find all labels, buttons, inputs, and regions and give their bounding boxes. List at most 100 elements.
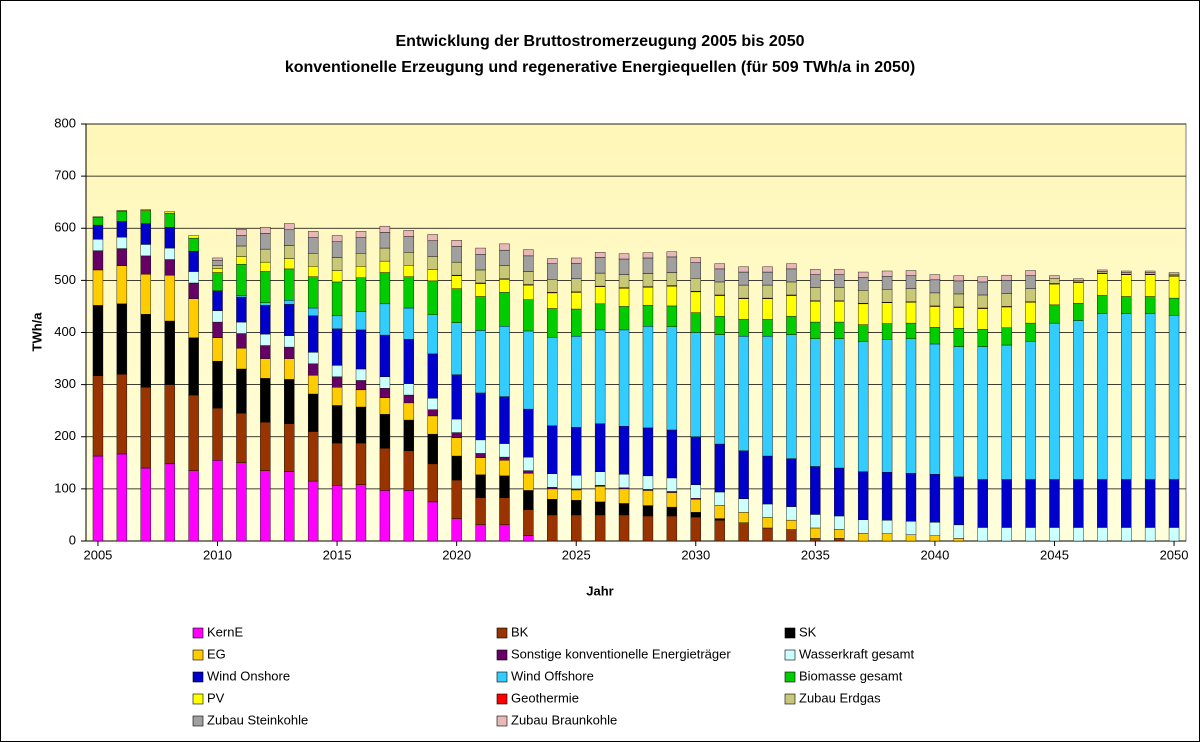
y-tick-label: 500 — [54, 272, 76, 287]
bar-segment — [762, 271, 773, 286]
bar-segment — [714, 281, 725, 296]
bar-segment — [834, 269, 845, 275]
bar-segment — [762, 335, 773, 457]
bar-segment — [523, 490, 534, 510]
bar-segment — [260, 261, 271, 272]
bar-segment — [953, 280, 965, 295]
bar-segment — [1097, 271, 1108, 274]
bar-segment — [523, 408, 534, 458]
bar-segment — [834, 287, 845, 301]
legend-swatch — [784, 627, 796, 639]
bar-segment — [1001, 479, 1012, 528]
bar-segment — [690, 332, 701, 437]
bar-segment — [379, 232, 391, 249]
bar-segment — [523, 330, 534, 410]
bar-segment — [690, 516, 701, 542]
x-tick-label: 2010 — [203, 547, 232, 562]
bar-segment — [284, 335, 295, 348]
bar-segment — [810, 466, 821, 515]
bar-segment — [499, 292, 510, 327]
bar-segment — [857, 471, 869, 520]
bar-segment — [666, 285, 678, 307]
bar-segment — [1049, 275, 1060, 279]
bar-segment — [331, 442, 343, 486]
bar-segment — [307, 266, 319, 277]
bar-segment — [1168, 527, 1180, 542]
bar-segment — [1168, 479, 1180, 528]
bar-segment — [355, 389, 367, 408]
bar-segment — [403, 236, 415, 253]
bar-segment — [1097, 527, 1108, 542]
bar-segment — [427, 269, 438, 282]
bar-segment — [379, 397, 391, 415]
bar-segment — [284, 229, 295, 246]
bar-segment — [1049, 304, 1060, 324]
bar-segment — [307, 315, 319, 353]
bar-segment — [355, 484, 367, 542]
bar-segment — [212, 337, 223, 362]
bar-segment — [762, 298, 773, 320]
bar-segment — [642, 427, 654, 477]
bar-segment — [92, 305, 104, 376]
bar-segment — [1168, 297, 1180, 316]
bar-segment — [834, 301, 845, 323]
bar-segment — [571, 292, 582, 310]
bar-segment — [403, 339, 415, 384]
bar-segment — [834, 538, 845, 542]
bar-segment — [1144, 479, 1156, 528]
bar-segment — [1121, 479, 1132, 528]
bar-segment — [786, 263, 797, 270]
legend-label: Biomasse gesamt — [799, 668, 903, 683]
bar-segment — [881, 276, 893, 290]
bar-segment — [547, 487, 558, 490]
bar-segment — [236, 296, 247, 323]
bar-segment — [140, 210, 151, 224]
bar-segment — [738, 319, 749, 337]
legend-swatch — [784, 693, 796, 705]
bar-segment — [547, 488, 558, 500]
bar-segment — [355, 266, 367, 278]
bar-segment — [403, 490, 415, 542]
bar-segment — [594, 286, 606, 305]
bar-segment — [810, 514, 821, 529]
bar-segment — [618, 474, 630, 489]
bar-segment — [523, 299, 534, 332]
bar-segment — [977, 294, 988, 309]
bar-segment — [1073, 278, 1084, 281]
bar-segment — [212, 310, 223, 323]
bar-segment — [810, 321, 821, 339]
bar-segment — [260, 248, 271, 263]
bar-segment — [116, 210, 128, 212]
bar-segment — [1073, 303, 1084, 321]
bar-segment — [475, 296, 486, 331]
bar-segment — [1001, 274, 1012, 281]
bar-segment — [331, 270, 343, 283]
bar-segment — [451, 479, 462, 519]
bar-segment — [953, 524, 965, 539]
bar-segment — [475, 439, 486, 454]
bar-segment — [1025, 275, 1036, 289]
bar-segment — [427, 234, 438, 241]
bar-segment — [571, 262, 582, 280]
bar-segment — [331, 315, 343, 330]
x-axis-label: Jahr — [586, 583, 613, 598]
bar-segment — [140, 314, 151, 388]
bar-segment — [738, 284, 749, 299]
bar-segment — [1144, 296, 1156, 314]
bar-segment — [260, 421, 271, 471]
bar-segment — [690, 262, 701, 279]
bar-segment — [116, 210, 128, 222]
bar-segment — [188, 250, 199, 272]
x-tick-label: 2015 — [323, 547, 352, 562]
bar-segment — [307, 237, 319, 254]
bar-segment — [786, 519, 797, 530]
bar-segment — [140, 387, 151, 469]
bar-segment — [212, 272, 223, 291]
bar-segment — [810, 287, 821, 301]
bar-segment — [140, 209, 151, 211]
bar-segment — [331, 241, 343, 258]
bar-segment — [786, 316, 797, 335]
bar-segment — [523, 535, 534, 542]
bar-segment — [451, 518, 462, 542]
bar-segment — [929, 535, 941, 542]
